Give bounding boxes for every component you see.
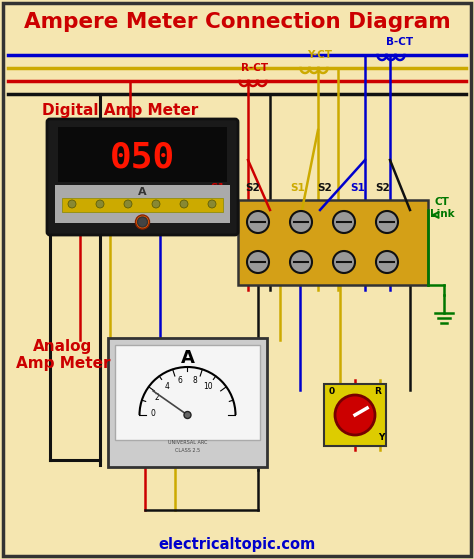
FancyBboxPatch shape xyxy=(47,119,238,235)
Text: Analog
Amp Meter: Analog Amp Meter xyxy=(16,339,110,371)
FancyBboxPatch shape xyxy=(108,338,267,467)
FancyBboxPatch shape xyxy=(55,185,230,223)
Circle shape xyxy=(184,411,191,419)
Circle shape xyxy=(290,251,312,273)
Text: Y: Y xyxy=(378,433,384,443)
Circle shape xyxy=(335,395,375,435)
Circle shape xyxy=(333,211,355,233)
Text: 050: 050 xyxy=(110,140,175,174)
FancyBboxPatch shape xyxy=(324,384,386,446)
Text: Digital Amp Meter: Digital Amp Meter xyxy=(42,102,198,117)
Text: UNIVERSAL ARC: UNIVERSAL ARC xyxy=(168,440,207,446)
Text: B-CT: B-CT xyxy=(386,37,413,47)
Circle shape xyxy=(124,200,132,208)
Text: 0: 0 xyxy=(150,409,155,418)
FancyBboxPatch shape xyxy=(62,198,223,212)
Text: 8: 8 xyxy=(192,376,197,385)
Text: 0: 0 xyxy=(329,387,335,396)
FancyBboxPatch shape xyxy=(115,345,260,440)
Text: S2: S2 xyxy=(246,183,260,193)
Text: CLASS 2.5: CLASS 2.5 xyxy=(175,448,200,453)
Circle shape xyxy=(137,217,147,227)
Circle shape xyxy=(247,251,269,273)
Text: Y-CT: Y-CT xyxy=(308,50,332,60)
FancyBboxPatch shape xyxy=(238,200,428,285)
Circle shape xyxy=(96,200,104,208)
Text: 10: 10 xyxy=(203,382,213,391)
Circle shape xyxy=(333,251,355,273)
Text: S2: S2 xyxy=(318,183,332,193)
Circle shape xyxy=(180,200,188,208)
Text: 6: 6 xyxy=(178,376,182,385)
Text: R: R xyxy=(374,387,382,396)
Circle shape xyxy=(376,211,398,233)
FancyBboxPatch shape xyxy=(58,127,227,182)
Text: S1: S1 xyxy=(291,183,305,193)
Text: S2: S2 xyxy=(375,183,391,193)
Circle shape xyxy=(290,211,312,233)
Circle shape xyxy=(376,251,398,273)
Circle shape xyxy=(208,200,216,208)
FancyBboxPatch shape xyxy=(3,3,471,556)
Circle shape xyxy=(247,211,269,233)
Text: A: A xyxy=(138,187,147,197)
Text: 2: 2 xyxy=(155,393,160,402)
Text: 4: 4 xyxy=(164,382,169,391)
Text: CT
Link: CT Link xyxy=(430,197,454,219)
Text: R-CT: R-CT xyxy=(241,63,269,73)
Circle shape xyxy=(68,200,76,208)
Circle shape xyxy=(136,215,149,229)
Text: S1: S1 xyxy=(351,183,365,193)
Text: S1: S1 xyxy=(210,183,225,193)
Text: A: A xyxy=(181,349,194,367)
Text: electricaltopic.com: electricaltopic.com xyxy=(158,538,316,552)
Text: Ampere Meter Connection Diagram: Ampere Meter Connection Diagram xyxy=(24,12,450,32)
Circle shape xyxy=(152,200,160,208)
